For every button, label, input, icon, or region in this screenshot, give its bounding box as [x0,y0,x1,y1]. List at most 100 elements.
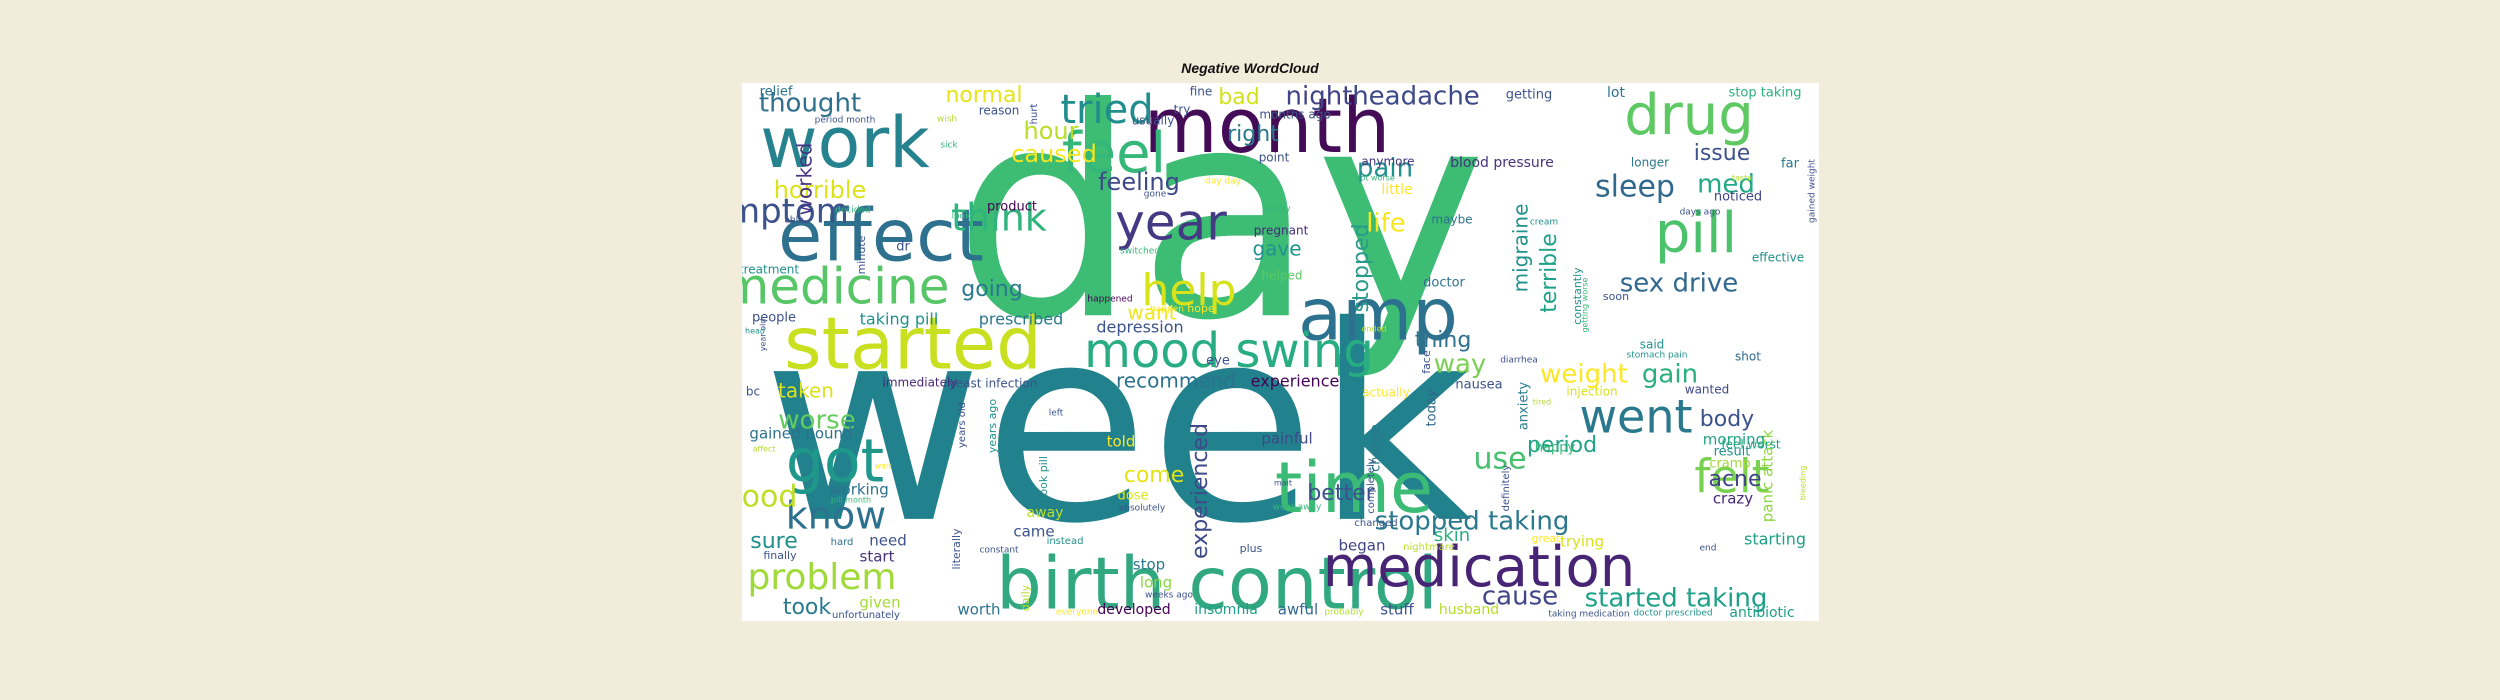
word-product: product [987,200,1037,215]
word-stopped-taking: stopped taking [1375,507,1570,537]
word-came: came [1013,523,1054,541]
word-affect: affect [753,445,776,454]
word-drug: drug [1624,83,1754,148]
word-hope: hope [1187,302,1215,315]
word-horrible: horrible [774,176,867,204]
word-day-day: day day [1205,177,1242,187]
word-away: away [1027,505,1064,521]
word-sick: sick [940,141,958,151]
word-crazy: crazy [1713,490,1753,508]
word-change: change [1369,424,1384,472]
word-constant: constant [979,546,1019,556]
word-head: head [745,327,765,336]
word-hard: hard [831,537,854,548]
word-need: need [869,532,907,550]
word-took: took [783,595,832,620]
word-way: way [1434,350,1487,380]
word-dose: dose [1118,489,1149,504]
word-antibiotic: antibiotic [1729,605,1794,621]
word-months-ago: months ago [1259,108,1330,122]
word-symptom: symptom [742,192,849,232]
word-nausea: nausea [1455,378,1502,393]
word-right: right [1227,122,1279,147]
word-gain: gain [1642,360,1698,390]
word-recommend: recommend [1116,369,1236,393]
word-definitely: definitely [1501,465,1512,512]
word-stop-taking: stop taking [1729,86,1802,101]
word-immediately: immediately [883,376,958,390]
word-terrible: terrible [1537,233,1562,313]
word-pregnant: pregnant [1254,224,1309,238]
word-period: period [1527,433,1597,458]
word-ended: ended [1361,325,1386,334]
word-point: point [1259,151,1290,165]
word-doctor-prescribed: doctor prescribed [1633,609,1712,619]
word-going: going [961,277,1022,302]
word-soon: soon [1603,290,1629,303]
word-long: long [1140,574,1172,592]
word-said: said [1640,338,1665,352]
word-noticed: noticed [1714,190,1762,205]
word-stopped: stopped [1349,224,1374,313]
word-blood-pressure: blood pressure [1450,155,1554,171]
word-bleeding: bleeding [1799,466,1808,501]
word-daily: daily [1019,584,1032,611]
word-minute: minute [855,235,868,274]
word-normal: normal [945,83,1022,108]
word-med: med [1697,170,1755,200]
word-birth-control: birth control [996,542,1438,621]
word-end: end [1700,544,1717,554]
word-years-ago: years ago [986,399,999,453]
word-plus: plus [1240,542,1263,555]
word-feel-worst: feel worst [1721,438,1780,452]
word-able: able [784,216,804,226]
word-life: life [1366,209,1406,239]
word-awful: awful [1278,601,1318,619]
word-went-away: went away [1273,503,1322,513]
word-problem: problem [748,557,897,598]
word-happy: happy [1535,441,1576,456]
word-pill-month: pill month [831,496,871,505]
word-amp: amp [1298,273,1458,357]
word-constantly: constantly [1571,267,1584,325]
word-taken: taken [778,379,834,403]
word-week: week [762,268,1471,583]
word-decided: decided [835,206,871,216]
word-unfortunately: unfortunately [832,610,900,621]
word-good: good [742,480,797,515]
word-work: work [760,102,930,184]
word-great: great [1531,532,1561,545]
word-mood-swing: mood swing [1084,323,1374,379]
word-pill: pill [1655,201,1737,266]
word-doctor: doctor [1423,276,1465,291]
word-wanted: wanted [1685,383,1729,397]
word-sleep: sleep [1595,170,1675,205]
word-headache: headache [1352,83,1480,112]
word-weeks-ago: weeks ago [1145,591,1193,601]
word-usually: usually [1132,114,1175,128]
word-actually: actually [1362,386,1409,400]
word-mait: mait [1274,479,1292,488]
word-insomnia: insomnia [1194,602,1258,618]
word-diarrhea: diarrhea [1500,356,1538,366]
word-left: left [1049,409,1064,419]
word-sex-drive: sex drive [1620,269,1739,299]
word-depression: depression [1096,318,1183,337]
word-people: people [752,311,796,326]
word-gained-weight: gained weight [1808,159,1818,223]
word-working: working [829,481,889,499]
word-pain: pain [1357,154,1413,184]
word-started-taking: started taking [1585,584,1768,614]
word-result: result [1714,445,1751,460]
word-trying: trying [1560,533,1604,551]
word-effect: effect [778,194,984,278]
word-pretty: pretty [1263,205,1291,215]
word-taking-pill: taking pill [860,310,939,329]
word-period-month: period month [815,116,876,126]
word-absolutely: absolutely [1119,504,1166,514]
word-stop: stop [1133,556,1165,574]
word-cramp: cramp [1709,457,1750,472]
word-better: better [1307,481,1375,506]
word-yeast-infection: yeast infection [949,377,1038,391]
word-everyone: everyone [1056,608,1099,618]
